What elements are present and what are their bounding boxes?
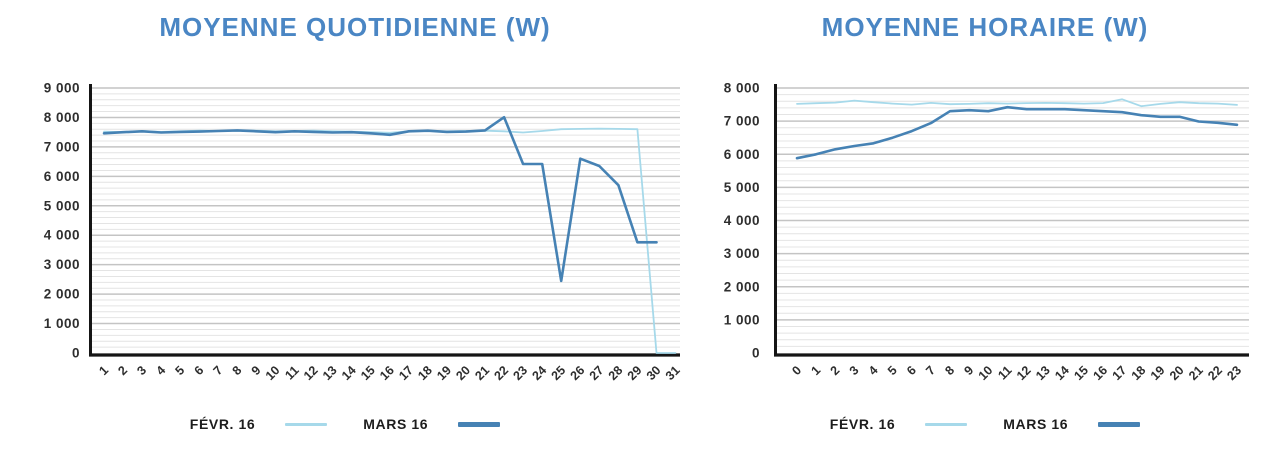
x-tick-label: 6: [904, 363, 919, 378]
x-tick-label: 21: [1186, 363, 1206, 383]
x-tick-label: 24: [530, 363, 550, 383]
x-tick-label: 20: [453, 363, 473, 383]
y-tick-label: 1 000: [44, 316, 80, 331]
hourly-chart-legend: FÉVR. 16 MARS 16: [700, 412, 1269, 436]
legend-label-mars-16: MARS 16: [363, 416, 429, 432]
x-tick-label: 7: [211, 363, 226, 378]
y-tick-label: 0: [72, 346, 80, 361]
y-tick-label: 4 000: [44, 228, 80, 243]
x-tick-label: 14: [339, 363, 359, 383]
hourly-chart-title: MOYENNE HORAIRE (W): [821, 12, 1149, 42]
x-tick-label: 3: [134, 363, 149, 378]
x-tick-label: 1: [96, 363, 111, 378]
x-tick-label: 11: [995, 363, 1014, 382]
legend-item-mars-16: MARS 16: [363, 416, 501, 432]
legend-item-mars-16: MARS 16: [1003, 416, 1141, 432]
x-tick-label: 7: [923, 363, 938, 378]
y-tick-label: 8 000: [724, 81, 760, 96]
legend-label-fevr-16: FÉVR. 16: [189, 416, 256, 432]
daily-chart-legend: FÉVR. 16 MARS 16: [0, 412, 690, 436]
y-tick-label: 1 000: [724, 312, 760, 327]
y-tick-label: 7 000: [724, 114, 760, 129]
x-tick-label: 23: [510, 363, 530, 383]
y-tick-label: 2 000: [724, 279, 760, 294]
x-tick-label: 5: [885, 363, 900, 378]
x-tick-label: 18: [1129, 363, 1149, 383]
x-tick-label: 12: [301, 363, 321, 383]
x-tick-label: 14: [1052, 363, 1072, 383]
x-tick-label: 21: [472, 363, 492, 383]
x-tick-label: 15: [358, 363, 378, 383]
y-tick-label: 6 000: [44, 169, 80, 184]
x-tick-label: 19: [434, 363, 454, 383]
x-tick-label: 4: [866, 363, 881, 378]
x-tick-label: 2: [828, 363, 843, 378]
y-tick-label: 4 000: [724, 213, 760, 228]
daily-chart-canvas: 0 1 000 2 000 3 000 4 000 5 000 6 000 7 000 8 00…: [44, 81, 683, 383]
legend-swatch-fevr-16: [925, 422, 968, 426]
daily-chart-title: MOYENNE QUOTIDIENNE (W): [159, 12, 551, 42]
legend-swatch-fevr-16: [285, 422, 328, 426]
y-tick-label: 9 000: [44, 81, 80, 96]
y-tick-label: 2 000: [44, 287, 80, 302]
x-tick-label: 11: [282, 363, 301, 382]
x-tick-label: 0: [789, 363, 804, 378]
x-tick-label: 18: [415, 363, 435, 383]
y-tick-label: 3 000: [44, 257, 80, 272]
series-line-f-vr-16: [796, 98, 1238, 108]
x-tick-label: 3: [847, 363, 862, 378]
x-tick-label: 17: [396, 363, 416, 383]
x-tick-label: 6: [192, 363, 207, 378]
x-tick-label: 10: [263, 363, 283, 383]
y-tick-label: 5 000: [724, 180, 760, 195]
x-tick-label: 20: [1167, 363, 1187, 383]
legend-item-fevr-16: FÉVR. 16: [830, 416, 968, 432]
x-tick-label: 27: [587, 363, 607, 383]
legend-item-fevr-16: FÉVR. 16: [190, 416, 328, 432]
x-tick-label: 19: [1148, 363, 1168, 383]
x-tick-label: 8: [942, 363, 957, 378]
x-tick-label: 22: [1205, 363, 1225, 383]
x-tick-label: 13: [320, 363, 340, 383]
x-tick-label: 1: [808, 363, 823, 378]
x-tick-label: 15: [1071, 363, 1091, 383]
y-tick-label: 5 000: [44, 198, 80, 213]
x-tick-label: 9: [961, 363, 976, 378]
legend-swatch-mars-16: [458, 421, 501, 427]
x-tick-label: 4: [153, 363, 168, 378]
y-tick-label: 3 000: [724, 246, 760, 261]
x-tick-label: 10: [976, 363, 996, 383]
x-tick-label: 9: [249, 363, 264, 378]
series-line-mars-16: [795, 105, 1239, 160]
x-tick-label: 12: [1014, 363, 1034, 383]
hourly-chart-canvas: 0 1 000 2 000 3 000 4 000 5 000 6 000 7 000 8 00…: [724, 81, 1249, 383]
x-tick-label: 8: [230, 363, 245, 378]
x-tick-label: 2: [115, 363, 130, 378]
x-tick-label: 26: [568, 363, 588, 383]
x-tick-label: 16: [1090, 363, 1110, 383]
x-tick-label: 23: [1224, 363, 1244, 383]
legend-label-mars-16: MARS 16: [1003, 416, 1069, 432]
x-tick-label: 5: [173, 363, 188, 378]
series-line-mars-16: [102, 115, 658, 283]
y-tick-label: 7 000: [44, 139, 80, 154]
x-tick-label: 16: [377, 363, 397, 383]
x-tick-label: 28: [606, 363, 626, 383]
x-tick-label: 17: [1110, 363, 1130, 383]
x-tick-label: 22: [491, 363, 511, 383]
y-tick-label: 6 000: [724, 147, 760, 162]
legend-label-fevr-16: FÉVR. 16: [829, 416, 896, 432]
legend-swatch-mars-16: [1098, 421, 1141, 427]
x-tick-label: 13: [1033, 363, 1053, 383]
y-tick-label: 8 000: [44, 110, 80, 125]
x-tick-label: 25: [549, 363, 569, 383]
y-tick-label: 0: [752, 346, 760, 361]
